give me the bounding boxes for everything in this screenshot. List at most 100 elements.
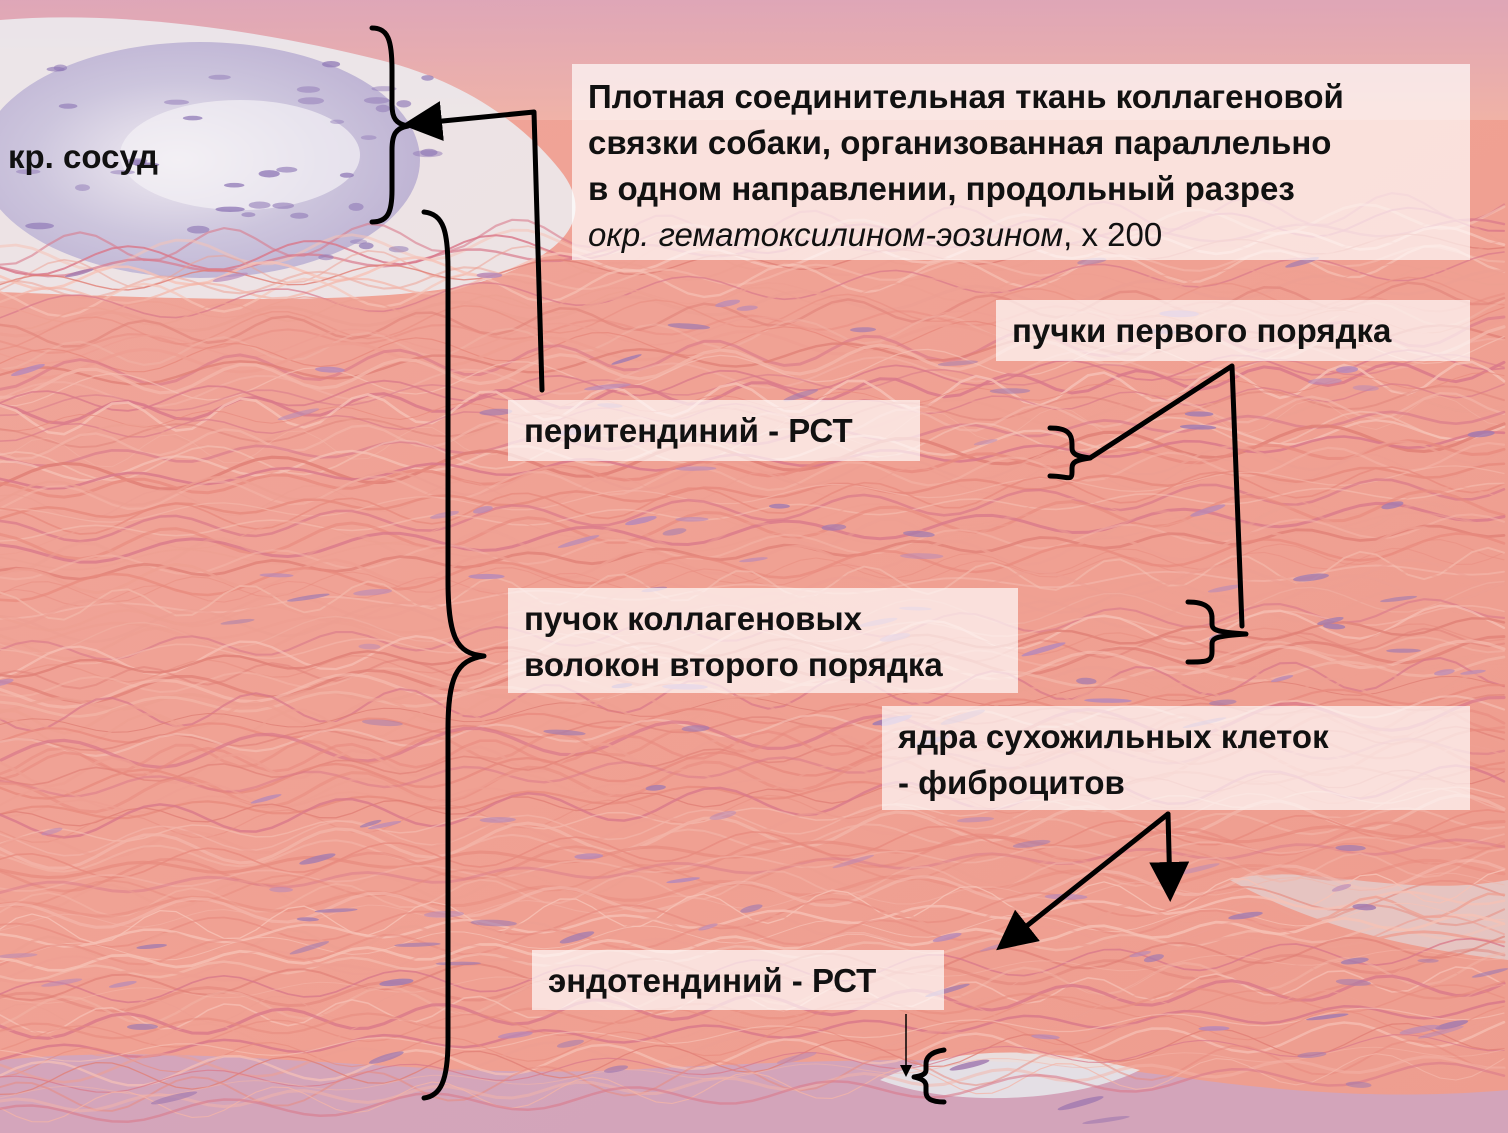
collagen-fiber — [0, 489, 1506, 561]
fibrocyte-nucleus — [739, 557, 768, 563]
label-fibrocyte-nuclei-line2: - фиброцитов — [898, 764, 1125, 801]
collagen-fiber — [0, 656, 1506, 732]
fibrocyte-nucleus — [1129, 951, 1152, 958]
vessel-brace — [369, 25, 411, 225]
collagen-fiber — [0, 1000, 1506, 1061]
collagen-fiber — [0, 462, 1506, 520]
fibrocyte-nucleus — [1417, 1025, 1464, 1039]
fibrocyte-nucleus — [1084, 698, 1132, 703]
vessel-nucleus — [164, 99, 189, 105]
fibrocyte-nucleus — [1386, 648, 1421, 653]
fibrocyte-nucleus — [604, 1065, 628, 1073]
fibrocyte-nucleus — [736, 305, 758, 311]
label-first-order-bundles: пучки первого порядка — [996, 300, 1470, 361]
fibrocyte-nucleus — [1323, 623, 1346, 630]
first-order-bundles-leader — [1087, 363, 1245, 629]
collagen-fiber — [0, 922, 1506, 983]
vessel-nucleus — [215, 206, 245, 212]
label-fibrocyte-nuclei: ядра сухожильных клеток - фиброцитов — [882, 706, 1470, 810]
fibrocyte-nucleus — [1270, 675, 1294, 683]
fibrocyte-nucleus — [127, 1023, 158, 1030]
caption-line-2: связки собаки, организованная параллельн… — [588, 124, 1332, 161]
fibrocyte-nucleus — [900, 553, 944, 560]
collagen-fiber — [0, 486, 1505, 556]
fibrocyte-nucleus — [361, 719, 403, 727]
fibrocyte-leader-left — [996, 811, 1171, 951]
fibrocyte-nucleus — [289, 941, 330, 955]
collagen-fiber — [0, 336, 1505, 407]
fibrocyte-nucleus — [479, 408, 513, 416]
fibrocyte-nucleus — [1179, 424, 1217, 430]
fibrocyte-nucleus — [956, 817, 995, 823]
fibrocyte-nucleus — [277, 408, 320, 421]
fibrocyte-nucleus — [574, 853, 604, 860]
stain-method: окр. гематоксилином-эозином — [588, 216, 1064, 253]
fibrocyte-nucleus — [973, 439, 998, 446]
fibrocyte-nucleus — [212, 272, 248, 282]
vessel-nucleus — [187, 225, 210, 234]
fibrocyte-nucleus — [1012, 839, 1051, 848]
fibrocyte-nucleus — [1293, 573, 1329, 582]
vessel-nucleus — [224, 182, 245, 188]
fibrocyte-nucleus — [667, 323, 711, 330]
fibrocyte-nucleus — [0, 953, 38, 959]
collagen-fiber — [0, 1061, 1506, 1123]
vessel-nucleus — [58, 103, 78, 109]
fibrocyte-nucleus — [715, 299, 741, 308]
collagen-fiber — [0, 465, 1505, 523]
fibrocyte-nucleus — [666, 877, 701, 884]
vessel-nucleus — [272, 202, 295, 209]
fibrocyte-nucleus — [903, 530, 935, 538]
collagen-fiber — [0, 1053, 1505, 1123]
fibrocyte-nucleus — [681, 725, 710, 732]
fibrocyte-nucleus — [740, 904, 763, 913]
fibrocyte-nucleus — [1345, 1081, 1372, 1088]
vessel-nucleus — [182, 115, 203, 121]
fibrocyte-nucleus — [1190, 504, 1226, 517]
fibrocyte-nucleus — [41, 978, 83, 987]
fibrocyte-nucleus — [1021, 642, 1066, 657]
vessel-nucleus — [297, 97, 324, 105]
fibrocyte-nucleus — [476, 272, 503, 279]
fibrocyte-nucleus — [429, 510, 460, 519]
fibrocyte-nucleus — [1380, 595, 1418, 603]
vessel-nucleus — [388, 246, 409, 253]
fibrocyte-nucleus — [470, 919, 517, 927]
collagen-fiber — [0, 892, 1506, 961]
collagen-fiber — [0, 1039, 1505, 1112]
fibrocyte-nucleus — [989, 388, 1031, 394]
collagen-fiber — [0, 1020, 1506, 1087]
fibrocyte-nucleus — [497, 1031, 533, 1039]
collagen-fiber — [0, 353, 1505, 417]
fibrocyte-nucleus — [269, 887, 293, 893]
fibrocyte-nucleus — [250, 794, 282, 804]
fibrocyte-nucleus — [1198, 1026, 1230, 1031]
fibrocyte-nucleus — [359, 819, 382, 828]
figure-caption: Плотная соединительная ткань коллагеново… — [572, 64, 1470, 260]
fibrocyte-nucleus — [379, 978, 414, 987]
vessel-nucleus — [420, 148, 438, 157]
fibrocyte-nucleus — [41, 827, 63, 836]
fibrocyte-nucleus — [937, 360, 979, 366]
fibrocyte-nucleus — [1184, 411, 1214, 417]
vessel-nucleus — [296, 86, 320, 93]
vessel-nucleus — [110, 170, 135, 175]
collagen-fiber — [0, 360, 1506, 436]
fibrocyte-nucleus — [1471, 968, 1508, 978]
fibrocyte-nucleus — [1082, 1116, 1130, 1124]
fibrocyte-nucleus — [259, 573, 294, 578]
vessel-nucleus — [25, 222, 54, 230]
peritendineum-leader — [402, 101, 545, 393]
vessel-nucleus — [358, 242, 374, 250]
vessel-nucleus — [258, 170, 280, 178]
fibrocyte-nucleus — [698, 923, 718, 931]
vessel-nucleus — [348, 202, 364, 211]
fibrocyte-nucleus — [394, 942, 441, 947]
collagen-fiber — [0, 440, 1506, 507]
fibrocyte-nucleus — [368, 1051, 404, 1064]
collagen-fiber — [0, 858, 1506, 918]
collagen-fiber — [0, 501, 1506, 564]
fibrocyte-nucleus — [556, 1039, 584, 1048]
collagen-fiber — [0, 546, 1505, 621]
collagen-fiber — [0, 980, 1506, 1040]
